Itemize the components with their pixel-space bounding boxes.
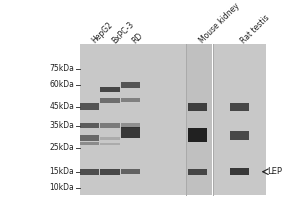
Text: 60kDa: 60kDa xyxy=(49,80,74,89)
Bar xyxy=(121,82,140,88)
Bar xyxy=(100,143,119,145)
Text: 15kDa: 15kDa xyxy=(50,167,74,176)
Bar xyxy=(230,168,249,175)
Bar xyxy=(121,169,140,174)
Text: 25kDa: 25kDa xyxy=(50,143,74,152)
Bar xyxy=(121,123,140,128)
Text: RD: RD xyxy=(131,31,145,45)
Bar xyxy=(80,142,99,145)
Text: 35kDa: 35kDa xyxy=(49,121,74,130)
Bar xyxy=(214,44,266,195)
Bar xyxy=(188,103,207,111)
Bar xyxy=(100,169,119,175)
Bar xyxy=(80,169,99,175)
Text: 10kDa: 10kDa xyxy=(50,183,74,192)
Text: LEP: LEP xyxy=(267,167,282,176)
Bar xyxy=(230,103,249,111)
Bar xyxy=(188,169,207,175)
Bar xyxy=(188,128,207,142)
Bar xyxy=(230,131,249,140)
Text: Rat testis: Rat testis xyxy=(239,13,272,45)
Text: 45kDa: 45kDa xyxy=(49,102,74,111)
Bar xyxy=(80,44,186,195)
Bar xyxy=(100,87,119,92)
Bar xyxy=(80,123,99,128)
Text: Mouse kidney: Mouse kidney xyxy=(198,2,241,45)
Bar xyxy=(100,98,119,103)
Bar xyxy=(80,103,99,110)
Bar xyxy=(187,44,212,195)
Bar xyxy=(121,127,140,138)
Text: HepG2: HepG2 xyxy=(90,21,114,45)
Text: 75kDa: 75kDa xyxy=(49,64,74,73)
Bar xyxy=(100,137,119,140)
Bar xyxy=(121,98,140,102)
Text: BxPC-3: BxPC-3 xyxy=(110,20,135,45)
Bar xyxy=(100,123,119,128)
Bar xyxy=(80,135,99,141)
